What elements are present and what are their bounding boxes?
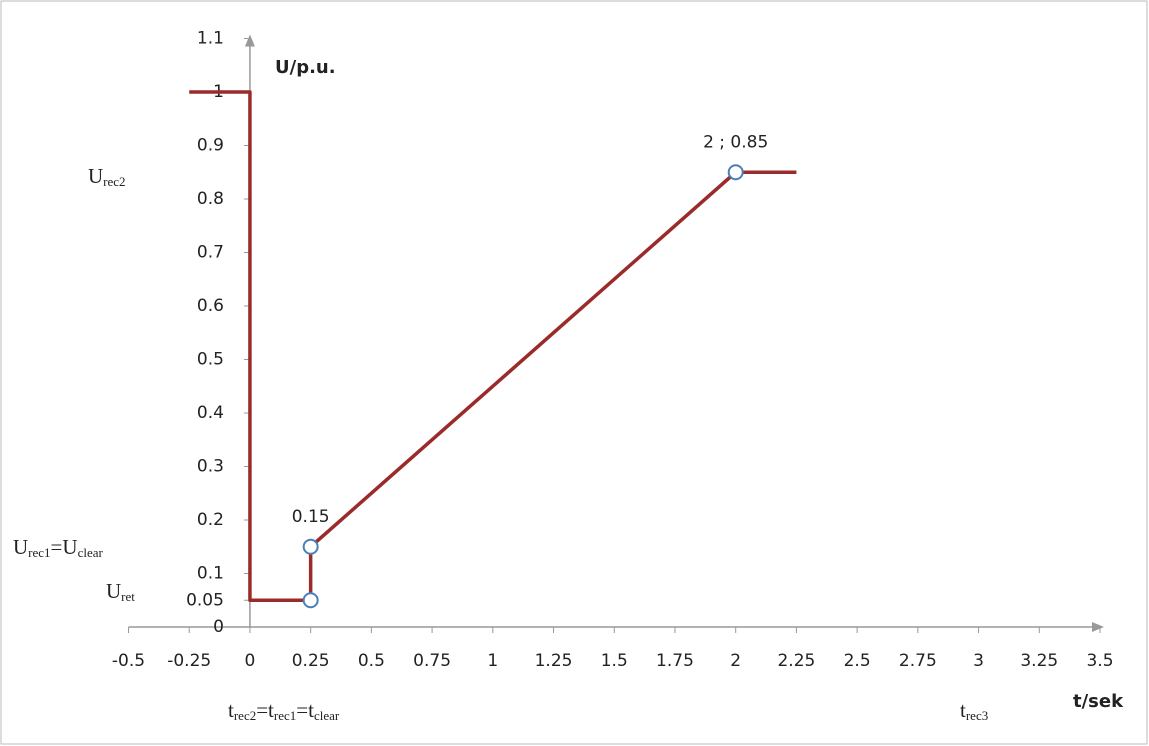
annotation: trec3 — [960, 698, 988, 723]
annotation-part: rec1 — [274, 708, 296, 723]
annotation: Uret — [106, 579, 135, 604]
x-tick-label: 1.75 — [656, 651, 694, 671]
y-tick-label: 0.1 — [197, 564, 224, 584]
y-axis-label: U/p.u. — [275, 57, 336, 78]
x-tick-label: 1.25 — [535, 651, 573, 671]
series-line — [189, 90, 797, 602]
annotation-part: U — [88, 164, 103, 188]
annotation-part: U — [106, 579, 121, 603]
y-tick-label: 0.4 — [197, 403, 224, 423]
x-tick-label: 1 — [487, 651, 498, 671]
annotation: Urec1=Uclear — [13, 535, 103, 560]
point-marker — [302, 592, 319, 609]
point-label: 0.15 — [292, 507, 330, 527]
y-tick-label: 0.8 — [197, 189, 224, 209]
annotation-part: =t — [256, 698, 274, 722]
y-tick-label: 0 — [213, 617, 224, 637]
annotation-part: clear — [314, 708, 340, 723]
x-tick-label: 2.25 — [777, 651, 815, 671]
y-tick-label: 0.3 — [197, 457, 224, 477]
x-tick-label: 2 — [730, 651, 741, 671]
y-tick-label: 0.6 — [197, 296, 224, 316]
annotation-part: clear — [78, 545, 104, 560]
x-axis-arrow — [1092, 622, 1104, 632]
point-marker — [302, 538, 319, 555]
x-tick-label: 3 — [973, 651, 984, 671]
y-tick-label: 1.1 — [197, 29, 224, 49]
x-tick-label: 0.5 — [358, 651, 385, 671]
y-tick-label: 0.7 — [197, 243, 224, 263]
y-axis-arrow — [244, 34, 255, 47]
annotation-part: U — [13, 535, 28, 559]
x-tick-label: 3.25 — [1020, 651, 1058, 671]
x-tick-label: -0.25 — [167, 651, 211, 671]
annotation-part: =U — [51, 535, 78, 559]
annotation-part: rec1 — [28, 545, 50, 560]
annotation-part: rec2 — [103, 174, 125, 189]
x-tick-label: 0 — [245, 651, 256, 671]
x-tick-label: 3.5 — [1086, 651, 1113, 671]
annotation-part: =t — [296, 698, 314, 722]
y-tick-label: 0.2 — [197, 510, 224, 530]
y-tick-label: 0.05 — [186, 590, 224, 610]
x-tick-label: 2.5 — [844, 651, 871, 671]
x-axis-label: t/sek — [1073, 691, 1124, 712]
annotation-part: t — [228, 698, 234, 722]
y-tick-label: 0.9 — [197, 136, 224, 156]
point-label: 2 ; 0.85 — [703, 132, 768, 152]
annotation-part: rec2 — [234, 708, 256, 723]
y-tick-label: 0.5 — [197, 350, 224, 370]
x-tick-label: 0.25 — [292, 651, 330, 671]
annotation-part: ret — [121, 589, 135, 604]
annotation-part: t — [960, 698, 966, 722]
annotation-part: rec3 — [966, 708, 988, 723]
x-tick-label: 2.75 — [899, 651, 937, 671]
annotation: Urec2 — [88, 164, 126, 189]
x-tick-label: 0.75 — [413, 651, 451, 671]
x-tick-label: -0.5 — [112, 651, 145, 671]
annotation: trec2=trec1=tclear — [228, 698, 340, 723]
x-tick-label: 1.5 — [601, 651, 628, 671]
point-marker — [727, 164, 744, 181]
